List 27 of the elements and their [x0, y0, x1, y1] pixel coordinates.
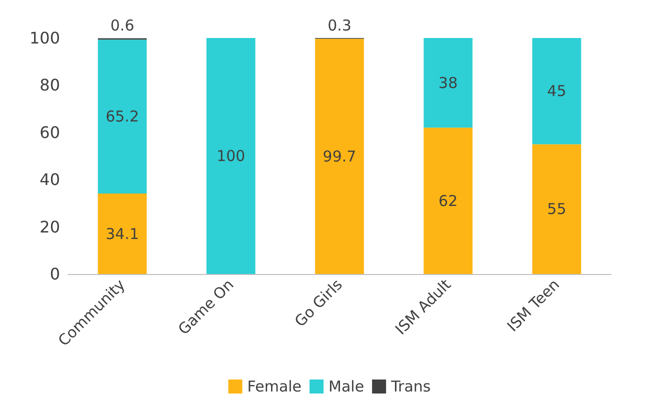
data-label: 34.1 [106, 224, 140, 243]
y-tick-label: 0 [50, 264, 60, 284]
y-tick-label: 80 [40, 76, 60, 95]
y-tick-label: 20 [40, 217, 60, 236]
bar [98, 40, 147, 194]
data-label: 65.2 [106, 108, 140, 126]
y-tick-label: 60 [40, 122, 60, 142]
y-tick-label: 40 [40, 170, 60, 190]
data-label: 0.6 [110, 16, 134, 35]
data-label: 0.3 [328, 16, 352, 34]
y-tick-label: 100 [29, 28, 60, 48]
bar [424, 128, 473, 274]
data-label: 62 [438, 192, 458, 210]
bar [532, 144, 582, 274]
legend-label: Male [328, 378, 364, 396]
bar [424, 38, 473, 128]
bar [315, 38, 364, 274]
data-label: 45 [547, 82, 566, 100]
data-label: 100 [216, 147, 246, 165]
legend-label: Female [247, 378, 302, 396]
data-label: 99.7 [322, 147, 356, 166]
bar [206, 38, 256, 274]
data-label: 38 [438, 74, 458, 92]
legend-label: Trans [390, 378, 431, 396]
data-label: 55 [547, 200, 566, 218]
bar [98, 194, 147, 274]
bar [532, 38, 582, 144]
